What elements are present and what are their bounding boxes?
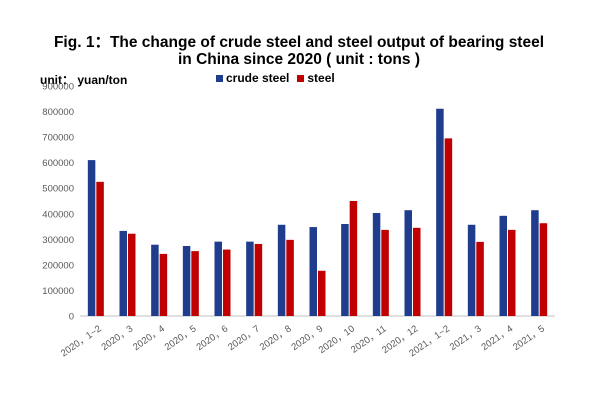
bar-steel bbox=[159, 253, 168, 316]
x-tick-label: 2020，6 bbox=[194, 323, 230, 353]
bar-steel bbox=[476, 241, 484, 316]
bar-steel bbox=[254, 243, 263, 316]
legend-label-steel: steel bbox=[307, 71, 335, 85]
bar-crude-steel bbox=[309, 227, 317, 316]
chart-title-line-2: in China since 2020 ( unit : tons ) bbox=[177, 51, 420, 68]
bar-steel bbox=[444, 138, 453, 316]
bar-crude-steel bbox=[151, 244, 159, 316]
bar-crude-steel bbox=[404, 210, 412, 316]
x-tick-label: 2020，10 bbox=[317, 323, 357, 356]
bar-steel bbox=[318, 270, 326, 316]
bar-steel bbox=[286, 239, 294, 316]
x-tick-label: 2021，3 bbox=[448, 323, 484, 353]
legend-swatch-crude-steel bbox=[216, 74, 223, 82]
chart-legend: crude steel steel bbox=[216, 71, 335, 85]
x-tick-label: 2020，8 bbox=[258, 323, 294, 353]
bar-crude-steel bbox=[182, 245, 191, 316]
legend-label-crude-steel: crude steel bbox=[226, 71, 290, 85]
y-tick-label: 500000 bbox=[42, 184, 74, 195]
legend-item-steel: steel bbox=[297, 71, 335, 85]
bar-crude-steel bbox=[531, 210, 539, 316]
y-tick-label: 100000 bbox=[42, 286, 74, 297]
y-tick-label: 600000 bbox=[42, 158, 74, 169]
y-tick-label: 200000 bbox=[42, 260, 74, 271]
bar-steel bbox=[413, 227, 421, 316]
x-tick-label: 2021，4 bbox=[479, 323, 515, 353]
bar-crude-steel bbox=[214, 241, 222, 316]
chart-title-line-1: Fig. 1：The change of crude steel and ste… bbox=[53, 34, 545, 51]
x-tick-label: 2020，3 bbox=[99, 323, 135, 353]
x-tick-label: 2021，5 bbox=[511, 323, 547, 353]
bar-steel bbox=[96, 181, 104, 316]
y-tick-label: 700000 bbox=[42, 133, 74, 144]
x-tick-label: 2020，5 bbox=[163, 323, 199, 353]
y-tick-label: 800000 bbox=[42, 107, 74, 118]
x-tick-label: 2020，7 bbox=[226, 323, 262, 353]
x-tick-label: 2020，4 bbox=[131, 323, 167, 353]
y-tick-label: 0 bbox=[69, 312, 74, 323]
bar-steel bbox=[223, 249, 231, 316]
bar-crude-steel bbox=[277, 224, 286, 316]
bar-steel bbox=[128, 233, 136, 316]
bar-crude-steel bbox=[467, 224, 476, 316]
bar-crude-steel bbox=[119, 230, 127, 316]
bar-crude-steel bbox=[499, 215, 507, 316]
bar-steel bbox=[539, 223, 548, 316]
unit-label: unit： yuan/ton bbox=[40, 73, 128, 87]
y-tick-label: 900000 bbox=[42, 82, 74, 93]
bar-crude-steel bbox=[341, 224, 349, 316]
bar-crude-steel bbox=[246, 241, 254, 316]
bar-steel bbox=[381, 229, 389, 316]
bar-crude-steel bbox=[436, 108, 444, 316]
bar-steel bbox=[191, 251, 199, 316]
bar-crude-steel bbox=[372, 213, 381, 316]
x-tick-label: 2020，1~2 bbox=[59, 323, 104, 359]
y-tick-label: 300000 bbox=[42, 235, 74, 246]
legend-swatch-steel bbox=[297, 74, 305, 82]
bar-crude-steel bbox=[87, 160, 96, 316]
bar-steel bbox=[349, 201, 358, 316]
bar-steel bbox=[508, 229, 516, 316]
legend-item-crude-steel: crude steel bbox=[216, 71, 289, 85]
chart-title: Fig. 1：The change of crude steel and ste… bbox=[0, 34, 598, 68]
y-tick-label: 400000 bbox=[42, 209, 74, 220]
